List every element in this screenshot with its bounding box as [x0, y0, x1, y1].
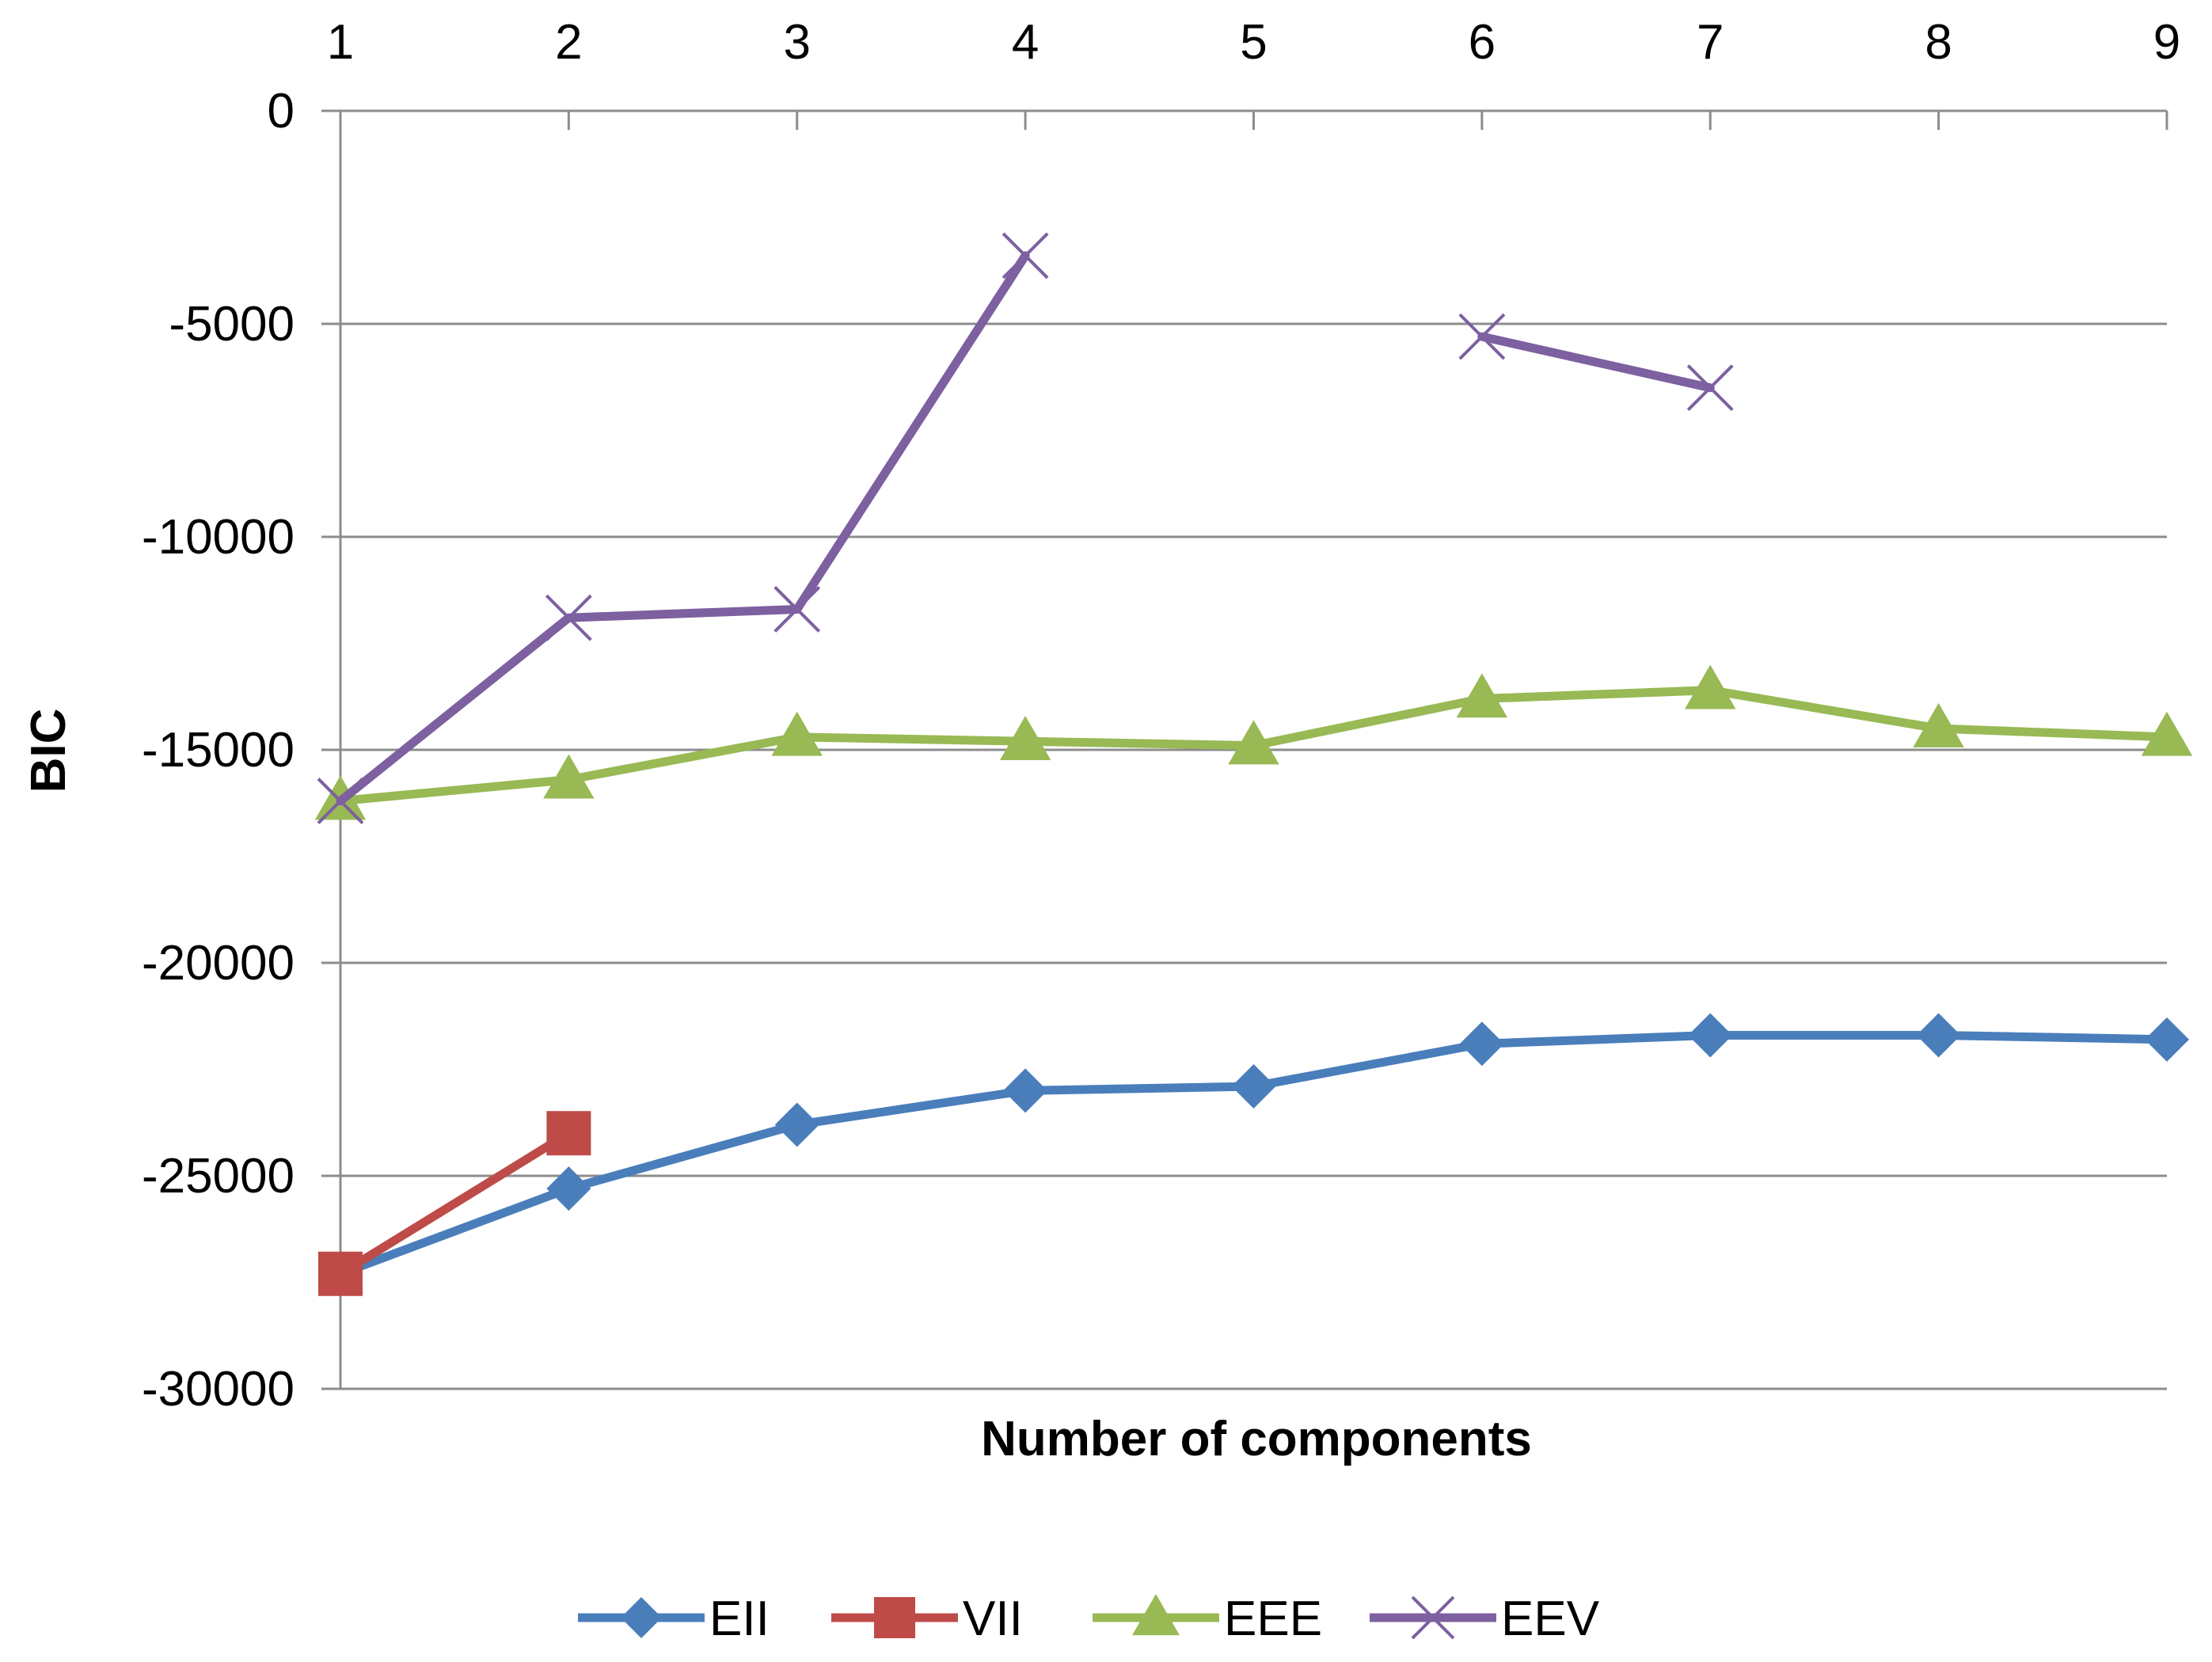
data-point-vii — [546, 1111, 591, 1156]
label-layer: Number of components BIC — [21, 709, 1532, 1466]
data-point-eii — [1231, 1064, 1276, 1109]
legend-marker-eee — [1132, 1594, 1180, 1636]
data-point-eii — [1003, 1068, 1048, 1113]
marker-stroke — [317, 778, 364, 824]
legend-label-eii: EII — [709, 1592, 770, 1646]
x-tick-label: 8 — [1925, 15, 1952, 70]
legend-item-vii: VII — [831, 1592, 1023, 1646]
marker-stroke — [1686, 364, 1734, 412]
series-vii — [318, 1111, 591, 1296]
x-tick-label: 6 — [1469, 15, 1496, 70]
y-tick-label: -20000 — [142, 936, 295, 991]
legend-marker-eii — [621, 1597, 662, 1638]
data-point-eev — [1001, 232, 1049, 280]
legend-marker-eev — [1411, 1595, 1455, 1640]
legend-marker-vii — [874, 1597, 915, 1638]
data-point-eev — [773, 586, 821, 633]
axis-layer: 0 -5000 -10000 -15000 -20000 -25000 -30000 1 2 3 4… — [142, 15, 2180, 1417]
data-point-eev — [1458, 313, 1506, 360]
x-tick-label: 7 — [1697, 15, 1724, 70]
data-point-eii — [774, 1102, 819, 1147]
data-point-eee — [1228, 720, 1279, 765]
data-point-eee — [771, 711, 823, 756]
marker-stroke — [1411, 1595, 1455, 1640]
x-tick-label: 1 — [327, 15, 354, 70]
data-point-eee — [999, 716, 1051, 761]
series-line-eev — [1477, 332, 1715, 393]
data-point-eev — [317, 778, 364, 824]
legend-label-eev: EEV — [1501, 1592, 1600, 1646]
x-tick-label: 9 — [2153, 15, 2180, 70]
data-point-eii — [1688, 1013, 1733, 1058]
legend-item-eee: EEE — [1093, 1592, 1322, 1646]
y-tick-label: -25000 — [142, 1149, 295, 1204]
x-axis-title: Number of components — [981, 1412, 1532, 1466]
series-layer — [314, 232, 2193, 1296]
data-point-eii — [2145, 1017, 2189, 1062]
series-line-eev — [336, 251, 1030, 806]
marker-stroke — [545, 594, 592, 641]
marker-stroke — [1001, 232, 1049, 280]
data-point-eee — [1456, 673, 1508, 718]
x-tick-label: 4 — [1012, 15, 1039, 70]
data-point-eee — [1913, 702, 1964, 747]
legend-label-eee: EEE — [1224, 1592, 1322, 1646]
data-point-eii — [546, 1166, 591, 1211]
series-eii — [318, 1013, 2189, 1296]
y-tick-label: -30000 — [142, 1362, 295, 1417]
data-point-eii — [1459, 1021, 1504, 1067]
legend: EII VII EEE EEV — [578, 1592, 1600, 1646]
data-point-eee — [543, 754, 595, 799]
series-eev — [317, 232, 1734, 824]
y-tick-label: -5000 — [169, 297, 295, 352]
grid-layer — [340, 322, 2167, 1390]
marker-stroke — [1458, 313, 1506, 360]
data-point-eii — [1916, 1013, 1961, 1058]
legend-label-vii: VII — [963, 1592, 1023, 1646]
data-point-eev — [545, 594, 592, 641]
data-point-eee — [2141, 711, 2193, 756]
series-line-vii — [336, 1128, 573, 1279]
data-point-eee — [1685, 664, 1736, 709]
x-tick-label: 2 — [555, 15, 582, 70]
y-tick-label: -10000 — [142, 510, 295, 565]
y-axis-title: BIC — [21, 709, 76, 793]
x-tick-label: 3 — [784, 15, 811, 70]
legend-item-eev: EEV — [1370, 1592, 1600, 1646]
marker-stroke — [773, 586, 821, 633]
x-tick-label: 5 — [1240, 15, 1267, 70]
data-point-eev — [1686, 364, 1734, 412]
legend-item-eii: EII — [578, 1592, 770, 1646]
series-eee — [314, 664, 2193, 820]
data-point-vii — [318, 1251, 363, 1296]
y-tick-label: 0 — [268, 84, 295, 139]
y-tick-label: -15000 — [142, 723, 295, 778]
